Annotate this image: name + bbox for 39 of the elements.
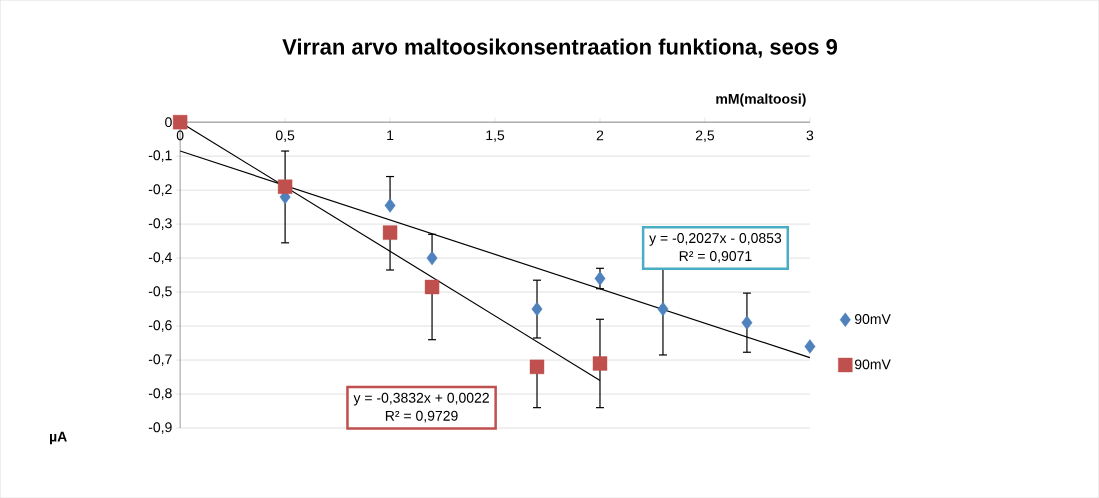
x-tick-label: 0,5 xyxy=(275,130,295,142)
legend-label: 90mV xyxy=(854,314,891,324)
y-tick-label: -0,2 xyxy=(148,184,172,196)
y-tick-label: -0,4 xyxy=(148,252,172,264)
point xyxy=(592,356,608,371)
point xyxy=(277,179,293,194)
x-tick-label: 3 xyxy=(806,130,814,141)
annotation: y = -0,2027x - 0,0853 xyxy=(649,233,782,246)
point xyxy=(594,271,606,286)
y-tick-label: -0,7 xyxy=(148,354,172,366)
y-tick-label: -0,5 xyxy=(148,286,172,298)
point xyxy=(382,225,398,240)
x-tick-label: 2,5 xyxy=(695,130,715,142)
point xyxy=(531,301,543,317)
y-tick-label: -0,6 xyxy=(148,320,172,332)
y-tick-label: -0,8 xyxy=(148,388,172,400)
text: µA xyxy=(50,431,67,445)
point xyxy=(426,250,438,266)
annotation: R² = 0,9729 xyxy=(385,410,458,423)
x-tick-label: 0 xyxy=(176,130,184,141)
y-tick-label: -0,1 xyxy=(148,150,172,162)
point xyxy=(741,315,753,330)
y-tick-label: -0,3 xyxy=(148,218,172,230)
x-tick-label: 1,5 xyxy=(486,130,505,142)
x-axis-title: mM(maltoosi) xyxy=(716,93,806,107)
y-tick-label: -0,9 xyxy=(148,422,172,434)
point xyxy=(657,301,669,317)
annotation: R² = 0,9071 xyxy=(679,251,752,263)
legend-label: 90mV xyxy=(854,359,891,370)
chart-title: Virran arvo maltoosikonsentraation funktiona, seos 9 xyxy=(282,38,838,58)
point xyxy=(172,114,188,130)
point xyxy=(424,279,440,295)
x-tick-label: 2 xyxy=(596,130,604,141)
x-tick-label: 1 xyxy=(387,130,394,140)
point xyxy=(529,359,545,374)
annotation: y = -0,3832x + 0,0022 xyxy=(353,392,489,406)
y-tick-label: 0 xyxy=(165,117,172,128)
point xyxy=(384,198,396,213)
point xyxy=(804,339,816,354)
